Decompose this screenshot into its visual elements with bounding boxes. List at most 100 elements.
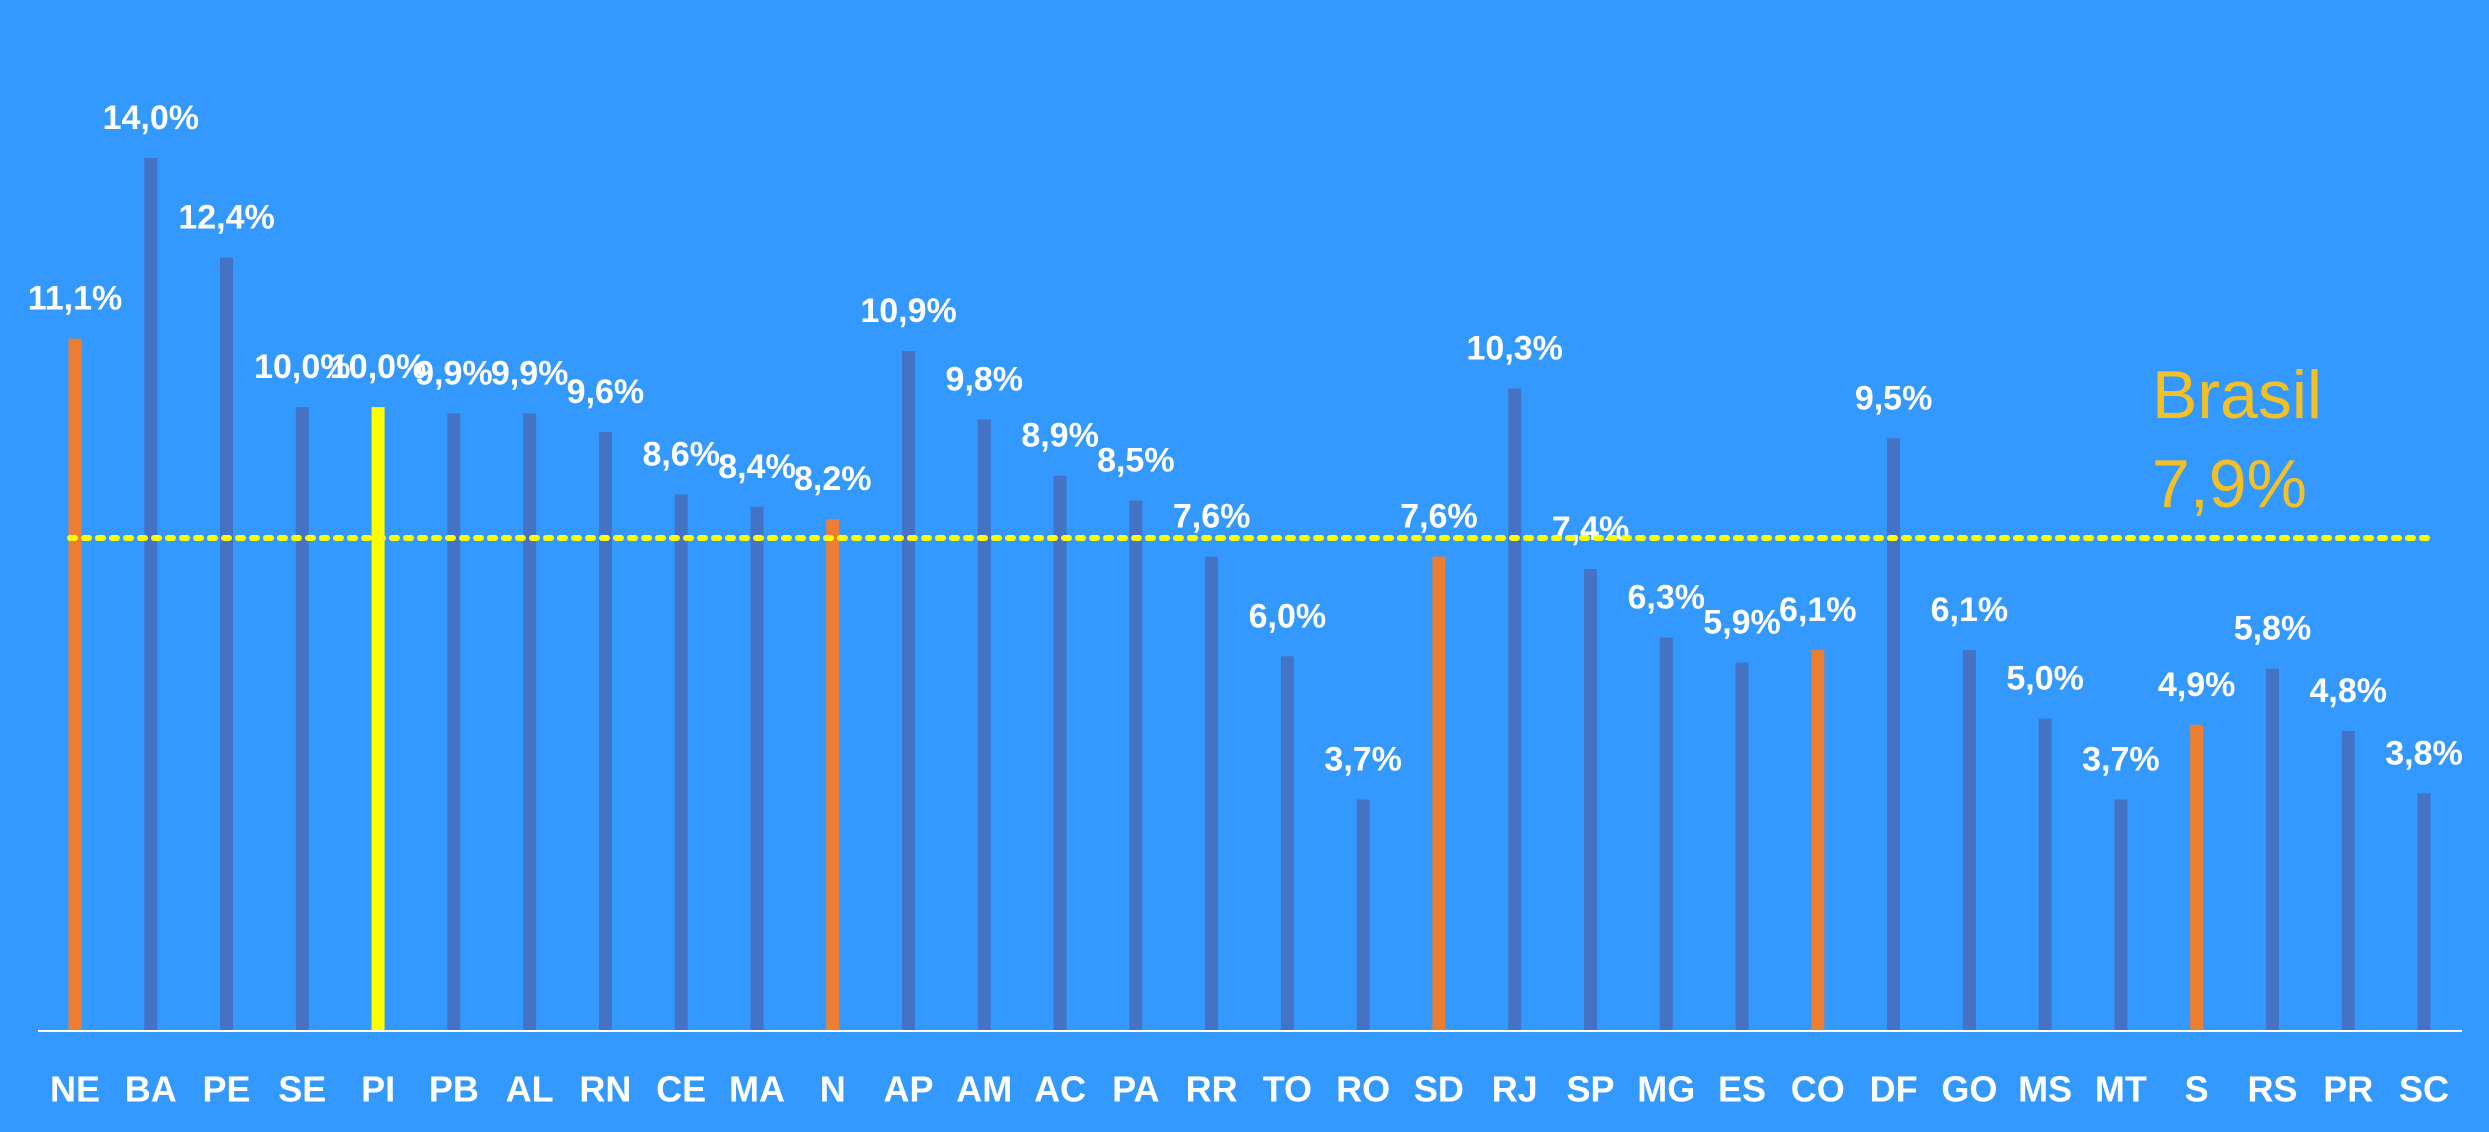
x-tick-label: SD bbox=[1414, 1069, 1464, 1110]
value-label: 10,3% bbox=[1467, 329, 1563, 367]
reference-label: Brasil bbox=[2152, 357, 2322, 433]
bar bbox=[1205, 556, 1219, 1030]
x-tick-label: PE bbox=[203, 1069, 251, 1110]
x-tick-label: SE bbox=[278, 1069, 326, 1110]
value-label: 9,9% bbox=[491, 354, 569, 392]
bar bbox=[1508, 388, 1522, 1030]
value-label: 14,0% bbox=[103, 99, 199, 137]
x-tick-label: RS bbox=[2247, 1069, 2297, 1110]
reference-value-label: 7,9% bbox=[2152, 446, 2307, 522]
bar bbox=[1583, 569, 1597, 1030]
x-tick-label: CO bbox=[1791, 1069, 1845, 1110]
x-tick-label: RR bbox=[1186, 1069, 1238, 1110]
x-tick-label: PA bbox=[1112, 1069, 1159, 1110]
value-label: 9,6% bbox=[567, 373, 645, 411]
x-tick-label: AP bbox=[884, 1069, 934, 1110]
bar bbox=[2265, 668, 2279, 1030]
value-label: 8,5% bbox=[1097, 442, 1175, 480]
value-label: 9,8% bbox=[946, 361, 1024, 399]
bar bbox=[2341, 731, 2355, 1030]
bar bbox=[1280, 656, 1294, 1030]
value-label: 10,9% bbox=[860, 292, 956, 330]
bar bbox=[523, 413, 537, 1030]
value-label: 3,7% bbox=[1324, 741, 1402, 779]
value-label: 3,7% bbox=[2082, 741, 2160, 779]
x-tick-label: AM bbox=[956, 1069, 1012, 1110]
bar bbox=[750, 506, 764, 1030]
value-label: 9,9% bbox=[415, 354, 493, 392]
value-label: 12,4% bbox=[178, 199, 274, 237]
value-label: 6,1% bbox=[1931, 591, 2009, 629]
bar bbox=[902, 351, 916, 1031]
x-tick-label: MG bbox=[1637, 1069, 1695, 1110]
value-label: 10,0% bbox=[330, 348, 426, 386]
bar bbox=[598, 432, 612, 1030]
bar bbox=[2038, 718, 2052, 1030]
x-tick-label: RJ bbox=[1492, 1069, 1538, 1110]
value-label: 6,0% bbox=[1249, 597, 1327, 635]
x-tick-label: AC bbox=[1034, 1069, 1086, 1110]
bar bbox=[1432, 556, 1446, 1030]
x-tick-label: SC bbox=[2399, 1069, 2449, 1110]
x-tick-label: GO bbox=[1941, 1069, 1997, 1110]
value-label: 7,6% bbox=[1173, 498, 1251, 536]
value-label: 8,4% bbox=[718, 448, 796, 486]
value-label: 11,1% bbox=[28, 280, 123, 318]
x-tick-label: ES bbox=[1718, 1069, 1766, 1110]
bar bbox=[295, 407, 309, 1031]
bar bbox=[2190, 724, 2204, 1030]
x-tick-label: PB bbox=[429, 1069, 479, 1110]
value-label: 5,9% bbox=[1703, 603, 1781, 641]
x-tick-label: N bbox=[820, 1069, 846, 1110]
x-tick-label: NE bbox=[50, 1069, 100, 1110]
bar bbox=[1887, 438, 1901, 1030]
value-label: 3,8% bbox=[2385, 734, 2463, 772]
x-tick-label: BA bbox=[125, 1069, 177, 1110]
bar bbox=[977, 419, 991, 1031]
bar bbox=[1735, 662, 1749, 1030]
value-label: 6,3% bbox=[1628, 579, 1706, 617]
x-tick-label: MT bbox=[2095, 1069, 2147, 1110]
x-tick-label: PR bbox=[2323, 1069, 2373, 1110]
bar bbox=[1811, 650, 1825, 1030]
value-label: 8,2% bbox=[794, 460, 872, 498]
bar bbox=[826, 519, 840, 1030]
value-label: 5,8% bbox=[2234, 610, 2312, 648]
bar bbox=[2417, 793, 2431, 1030]
bar bbox=[68, 338, 82, 1031]
value-label: 7,4% bbox=[1552, 510, 1630, 548]
x-tick-label: AL bbox=[506, 1069, 554, 1110]
bar bbox=[1659, 637, 1673, 1030]
value-label: 4,8% bbox=[2309, 672, 2387, 710]
bar bbox=[144, 158, 158, 1030]
x-tick-label: RO bbox=[1336, 1069, 1390, 1110]
value-label: 6,1% bbox=[1779, 591, 1857, 629]
bar bbox=[1962, 650, 1976, 1030]
value-label: 9,5% bbox=[1855, 379, 1933, 417]
value-label: 4,9% bbox=[2158, 666, 2236, 704]
value-label: 10,0% bbox=[254, 348, 350, 386]
x-tick-label: PI bbox=[361, 1069, 395, 1110]
bar bbox=[220, 257, 234, 1031]
x-tick-label: RN bbox=[579, 1069, 631, 1110]
value-label: 7,6% bbox=[1400, 498, 1478, 536]
bar bbox=[1053, 475, 1067, 1031]
bar bbox=[1356, 799, 1370, 1030]
x-tick-label: DF bbox=[1870, 1069, 1918, 1110]
x-tick-label: MA bbox=[729, 1069, 785, 1110]
bar bbox=[447, 413, 461, 1030]
x-tick-label: CE bbox=[656, 1069, 706, 1110]
x-tick-label: TO bbox=[1263, 1069, 1312, 1110]
bar bbox=[2114, 799, 2128, 1030]
bar bbox=[674, 494, 688, 1030]
value-label: 8,9% bbox=[1021, 417, 1099, 455]
value-label: 5,0% bbox=[2006, 660, 2084, 698]
bar bbox=[371, 407, 385, 1031]
x-tick-label: MS bbox=[2018, 1069, 2072, 1110]
x-tick-label: S bbox=[2185, 1069, 2209, 1110]
bar bbox=[1129, 500, 1143, 1031]
value-label: 8,6% bbox=[642, 435, 720, 473]
x-tick-label: SP bbox=[1566, 1069, 1614, 1110]
